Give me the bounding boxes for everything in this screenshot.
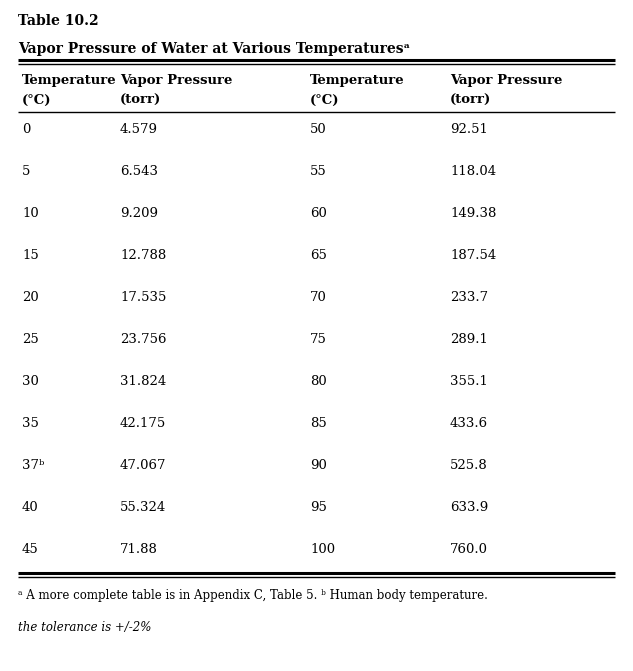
Text: 40: 40 <box>22 501 39 514</box>
Text: Vapor Pressure of Water at Various Temperaturesᵃ: Vapor Pressure of Water at Various Tempe… <box>18 42 410 56</box>
Text: 433.6: 433.6 <box>450 417 488 430</box>
Text: 95: 95 <box>310 501 327 514</box>
Text: 37ᵇ: 37ᵇ <box>22 459 44 472</box>
Text: (torr): (torr) <box>450 94 491 107</box>
Text: 760.0: 760.0 <box>450 543 488 556</box>
Text: 633.9: 633.9 <box>450 501 488 514</box>
Text: 4.579: 4.579 <box>120 123 158 136</box>
Text: 25: 25 <box>22 333 39 346</box>
Text: 55: 55 <box>310 165 327 178</box>
Text: 289.1: 289.1 <box>450 333 488 346</box>
Text: 65: 65 <box>310 249 327 262</box>
Text: 0: 0 <box>22 123 30 136</box>
Text: the tolerance is +/-2%: the tolerance is +/-2% <box>18 621 151 634</box>
Text: 55.324: 55.324 <box>120 501 166 514</box>
Text: 90: 90 <box>310 459 327 472</box>
Text: 17.535: 17.535 <box>120 291 166 304</box>
Text: (°C): (°C) <box>310 94 339 107</box>
Text: Vapor Pressure: Vapor Pressure <box>450 74 562 87</box>
Text: 70: 70 <box>310 291 327 304</box>
Text: 12.788: 12.788 <box>120 249 166 262</box>
Text: 5: 5 <box>22 165 30 178</box>
Text: 80: 80 <box>310 375 327 388</box>
Text: 149.38: 149.38 <box>450 207 496 220</box>
Text: 42.175: 42.175 <box>120 417 166 430</box>
Text: 20: 20 <box>22 291 39 304</box>
Text: 47.067: 47.067 <box>120 459 166 472</box>
Text: 187.54: 187.54 <box>450 249 496 262</box>
Text: 92.51: 92.51 <box>450 123 488 136</box>
Text: (°C): (°C) <box>22 94 51 107</box>
Text: 30: 30 <box>22 375 39 388</box>
Text: Temperature: Temperature <box>310 74 404 87</box>
Text: 31.824: 31.824 <box>120 375 166 388</box>
Text: 118.04: 118.04 <box>450 165 496 178</box>
Text: Table 10.2: Table 10.2 <box>18 14 99 28</box>
Text: 45: 45 <box>22 543 39 556</box>
Text: 233.7: 233.7 <box>450 291 488 304</box>
Text: (torr): (torr) <box>120 94 161 107</box>
Text: 6.543: 6.543 <box>120 165 158 178</box>
Text: 71.88: 71.88 <box>120 543 158 556</box>
Text: 23.756: 23.756 <box>120 333 166 346</box>
Text: 100: 100 <box>310 543 335 556</box>
Text: 9.209: 9.209 <box>120 207 158 220</box>
Text: 75: 75 <box>310 333 327 346</box>
Text: 60: 60 <box>310 207 327 220</box>
Text: 85: 85 <box>310 417 327 430</box>
Text: 525.8: 525.8 <box>450 459 488 472</box>
Text: 50: 50 <box>310 123 327 136</box>
Text: ᵃ A more complete table is in Appendix C, Table 5. ᵇ Human body temperature.: ᵃ A more complete table is in Appendix C… <box>18 589 488 602</box>
Text: Vapor Pressure: Vapor Pressure <box>120 74 232 87</box>
Text: 15: 15 <box>22 249 39 262</box>
Text: Temperature: Temperature <box>22 74 116 87</box>
Text: 35: 35 <box>22 417 39 430</box>
Text: 355.1: 355.1 <box>450 375 488 388</box>
Text: 10: 10 <box>22 207 39 220</box>
